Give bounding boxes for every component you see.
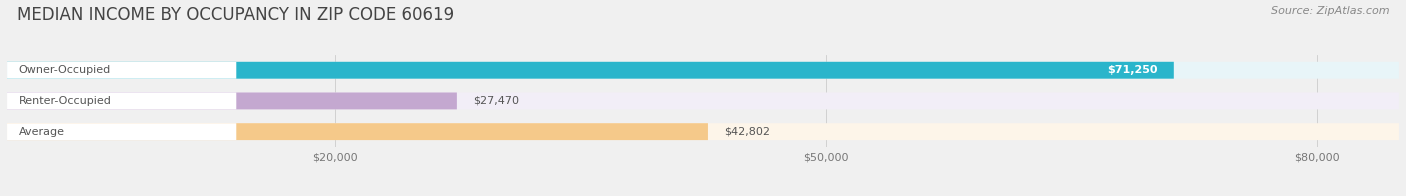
FancyBboxPatch shape bbox=[7, 62, 1399, 79]
Text: $42,802: $42,802 bbox=[724, 127, 770, 137]
FancyBboxPatch shape bbox=[7, 93, 1399, 109]
FancyBboxPatch shape bbox=[7, 123, 236, 140]
FancyBboxPatch shape bbox=[7, 123, 709, 140]
Text: Renter-Occupied: Renter-Occupied bbox=[18, 96, 111, 106]
Text: MEDIAN INCOME BY OCCUPANCY IN ZIP CODE 60619: MEDIAN INCOME BY OCCUPANCY IN ZIP CODE 6… bbox=[17, 6, 454, 24]
FancyBboxPatch shape bbox=[7, 62, 236, 79]
Text: $27,470: $27,470 bbox=[474, 96, 519, 106]
FancyBboxPatch shape bbox=[7, 62, 1174, 79]
Text: Source: ZipAtlas.com: Source: ZipAtlas.com bbox=[1271, 6, 1389, 16]
Text: Average: Average bbox=[18, 127, 65, 137]
Text: Owner-Occupied: Owner-Occupied bbox=[18, 65, 111, 75]
FancyBboxPatch shape bbox=[7, 93, 236, 109]
Text: $71,250: $71,250 bbox=[1107, 65, 1157, 75]
FancyBboxPatch shape bbox=[7, 123, 1399, 140]
FancyBboxPatch shape bbox=[7, 93, 457, 109]
